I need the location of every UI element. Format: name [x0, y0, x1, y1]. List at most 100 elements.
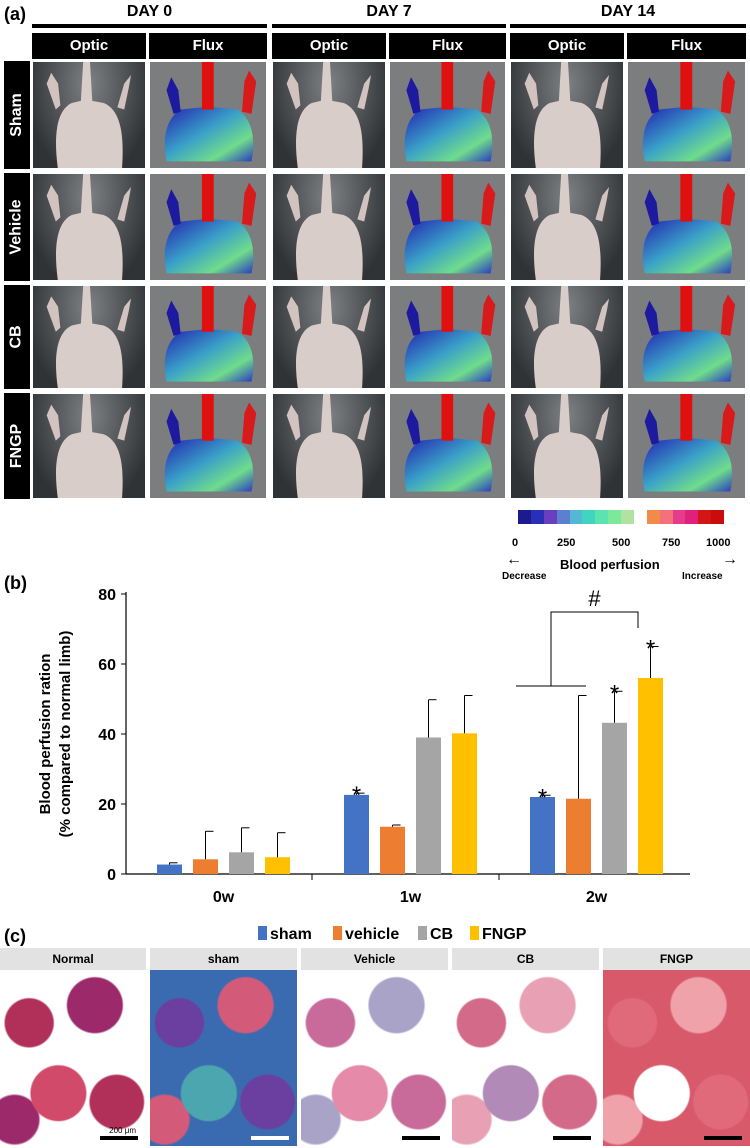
- bar-CB-0w: [229, 852, 254, 874]
- optic-image-fngp: [510, 393, 624, 499]
- optic-image-vehicle: [510, 173, 624, 281]
- x-tick-label: 2w: [586, 889, 608, 906]
- flux-image-cb: [149, 285, 267, 389]
- histology-panel-cb: CB: [452, 948, 599, 1146]
- histology-title: FNGP: [603, 948, 750, 970]
- colorbar-title: Blood perfusion: [560, 557, 660, 572]
- scale-bar: [402, 1136, 440, 1140]
- col-header-flux: Flux: [149, 33, 267, 59]
- panel-c-label: (c): [4, 926, 26, 946]
- colorbar-swatch: [543, 510, 557, 524]
- colorbar: [518, 510, 724, 524]
- scale-bar: [553, 1136, 591, 1140]
- histology-image: [603, 970, 750, 1146]
- colorbar-swatch: [685, 510, 699, 524]
- row-label-sham: Sham: [4, 61, 30, 169]
- optic-image-vehicle: [272, 173, 386, 281]
- y-tick-label: 40: [98, 727, 116, 744]
- colorbar-swatch: [518, 510, 531, 524]
- x-tick-label: 0w: [213, 889, 235, 906]
- significance-bracket: [550, 611, 639, 686]
- flux-image-fngp: [149, 393, 267, 499]
- colorbar-swatch: [621, 510, 634, 524]
- colorbar-swatch: [711, 510, 724, 524]
- optic-image-fngp: [32, 393, 146, 499]
- colorbar-swatch: [698, 510, 712, 524]
- significance-star: *: [610, 680, 619, 707]
- flux-image-fngp: [627, 393, 746, 499]
- panel-b-label: (b): [4, 573, 27, 593]
- significance-star: *: [352, 782, 361, 809]
- col-header-flux: Flux: [627, 33, 746, 59]
- legend-label-FNGP: FNGP: [482, 926, 527, 943]
- bar-FNGP-2w: [638, 678, 663, 874]
- bar-sham-1w: [344, 794, 369, 874]
- bar-sham-2w: [530, 797, 555, 874]
- histology-title: CB: [452, 948, 599, 970]
- day-rule: [32, 24, 267, 28]
- legend-swatch-CB: [418, 926, 427, 940]
- colorbar-swatch: [569, 510, 583, 524]
- col-header-optic: Optic: [510, 33, 624, 59]
- x-tick-label: 1w: [400, 889, 422, 906]
- panel-a-label: (a): [4, 4, 26, 24]
- y-tick-label: 60: [98, 657, 116, 674]
- histology-image: [452, 970, 599, 1146]
- colorbar-swatch: [672, 510, 686, 524]
- bar-vehicle-2w: [566, 798, 591, 874]
- arrow-right-icon: →: [722, 551, 738, 568]
- legend-swatch-FNGP: [470, 926, 479, 940]
- colorbar-tick-750: 750: [662, 537, 681, 549]
- day-title-0: DAY 0: [126, 3, 173, 20]
- row-label-vehicle: Vehicle: [4, 173, 30, 281]
- histology-image: 200 μm: [0, 970, 146, 1146]
- optic-image-cb: [272, 285, 386, 389]
- colorbar-swatch: [659, 510, 673, 524]
- optic-image-fngp: [272, 393, 386, 499]
- histology-title: Vehicle: [301, 948, 448, 970]
- col-header-optic: Optic: [272, 33, 386, 59]
- col-header-optic: Optic: [32, 33, 146, 59]
- colorbar-swatch: [595, 510, 609, 524]
- legend-swatch-vehicle: [333, 926, 342, 940]
- flux-image-vehicle: [389, 173, 506, 281]
- colorbar-swatch: [633, 510, 647, 524]
- bar-sham-0w: [157, 864, 182, 874]
- bar-FNGP-1w: [452, 733, 477, 874]
- y-tick-label: 0: [107, 867, 116, 884]
- flux-image-sham: [149, 61, 267, 169]
- day-title-2: DAY 14: [600, 3, 656, 20]
- flux-image-cb: [389, 285, 506, 389]
- histology-panel-fngp: FNGP: [603, 948, 750, 1146]
- legend-label-vehicle: vehicle: [345, 926, 399, 943]
- bar-vehicle-0w: [193, 859, 218, 874]
- optic-image-sham: [510, 61, 624, 169]
- y-tick-label: 80: [98, 587, 116, 604]
- day-rule: [510, 24, 746, 28]
- y-tick-label: 20: [98, 797, 116, 814]
- legend-label-sham: sham: [270, 926, 312, 943]
- flux-image-cb: [627, 285, 746, 389]
- flux-image-sham: [389, 61, 506, 169]
- colorbar-swatch: [556, 510, 570, 524]
- day-title-1: DAY 7: [366, 3, 412, 20]
- colorbar-tick-500: 500: [612, 537, 631, 549]
- day-rule: [272, 24, 506, 28]
- optic-image-sham: [272, 61, 386, 169]
- row-label-cb: CB: [4, 285, 30, 389]
- colorbar-swatch: [608, 510, 621, 524]
- col-header-flux: Flux: [389, 33, 506, 59]
- y-axis-label: Blood perfusion ration: [37, 654, 54, 815]
- colorbar-increase-label: Increase: [682, 571, 723, 582]
- arrow-left-icon: ←: [506, 551, 522, 568]
- flux-image-vehicle: [149, 173, 267, 281]
- colorbar-tick-250: 250: [557, 537, 576, 549]
- significance-hash: #: [588, 586, 601, 611]
- histology-panel-vehicle: Vehicle: [301, 948, 448, 1146]
- optic-image-cb: [32, 285, 146, 389]
- histology-panel-sham: sham: [150, 948, 297, 1146]
- scale-bar: [704, 1136, 742, 1140]
- colorbar-tick-1000: 1000: [706, 537, 731, 549]
- bar-CB-1w: [416, 737, 441, 874]
- histology-panel-normal: Normal 200 μm: [0, 948, 146, 1146]
